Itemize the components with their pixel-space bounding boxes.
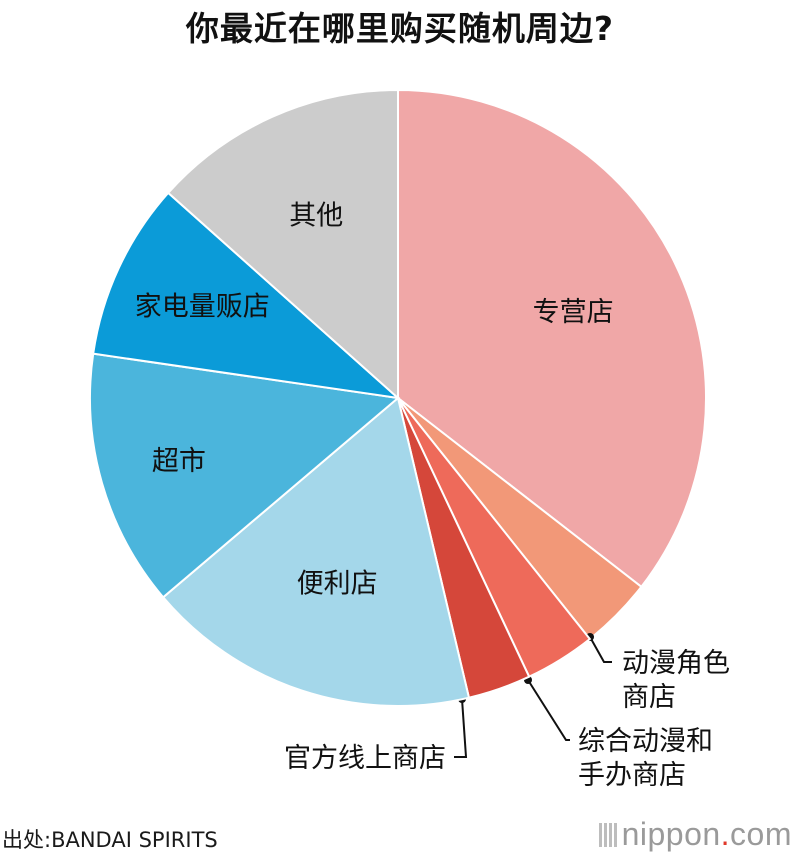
nippon-logo: nippon.com [598,816,792,853]
logo-name: nippon [621,816,721,852]
slice-label-4: 便利店 [297,568,378,599]
callout-line-3 [454,698,468,758]
source-note: 出处:BANDAI SPIRITS [2,828,218,852]
callout-line-2 [527,679,570,741]
slice-label-1: 动漫角色商店 [622,648,730,713]
pie-slice-0 [397,88,708,589]
logo-tld: com [730,816,792,852]
slice-label-6: 家电量贩店 [135,292,270,323]
pie-slice-7 [166,88,399,401]
pie-slice-5 [89,352,401,599]
slice-label-3: 官方线上商店 [284,743,446,774]
pie-slice-6 [92,191,402,400]
pie-slice-4 [161,396,471,707]
logo-dot: . [720,816,731,852]
callout-line-1 [589,636,612,663]
slice-label-7: 其他 [289,201,343,232]
slice-label-5: 超市 [152,446,206,477]
chart-title: 你最近在哪里购买随机周边? [185,9,615,48]
slice-label-0: 专营店 [533,297,614,328]
logo-bars-icon [598,823,617,847]
slice-label-2: 综合动漫和手办商店 [578,726,713,791]
